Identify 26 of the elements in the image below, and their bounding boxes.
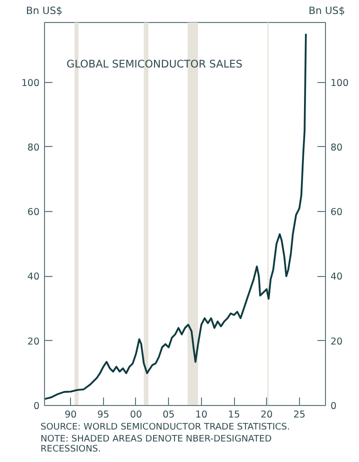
y2-axis-title: Bn US$ (308, 5, 345, 19)
y2-tick-label: 80 (330, 142, 343, 154)
x-tick-label: 95 (97, 410, 110, 420)
x-tick-label: 00 (130, 410, 142, 420)
y-tick-label: 20 (27, 336, 40, 348)
y2-tick-label: 60 (330, 207, 343, 218)
y2-tick-label: 100 (330, 78, 349, 89)
source-note: SOURCE: WORLD SEMICONDUCTOR TRADE STATISTICS. (40, 422, 290, 432)
x-tick-label: 15 (228, 410, 240, 420)
y-tick-label: 100 (21, 78, 40, 89)
y-axis-title: Bn US$ (26, 5, 62, 19)
y-tick-label: 60 (27, 207, 40, 218)
y2-tick-label: 0 (330, 401, 337, 412)
y-tick-label: 80 (27, 142, 40, 154)
x-tick-label: 05 (162, 410, 175, 420)
x-tick-label: 90 (64, 410, 77, 420)
y-tick-label: 40 (27, 272, 40, 283)
y2-tick-label: 40 (330, 272, 343, 283)
x-tick-label: 10 (195, 410, 208, 420)
y2-tick-label: 20 (330, 336, 343, 348)
line-series (44, 32, 307, 400)
text: NOTE: SHADED AREAS DENOTE NBER-DESIGNATED RECESSIONS. (40, 434, 272, 454)
y-tick-label: 0 (33, 401, 40, 412)
x-tick-label: 25 (293, 410, 306, 420)
x-tick-label: 20 (260, 410, 273, 420)
text: GLOBAL SEMICONDUCTOR SALES (66, 58, 243, 70)
